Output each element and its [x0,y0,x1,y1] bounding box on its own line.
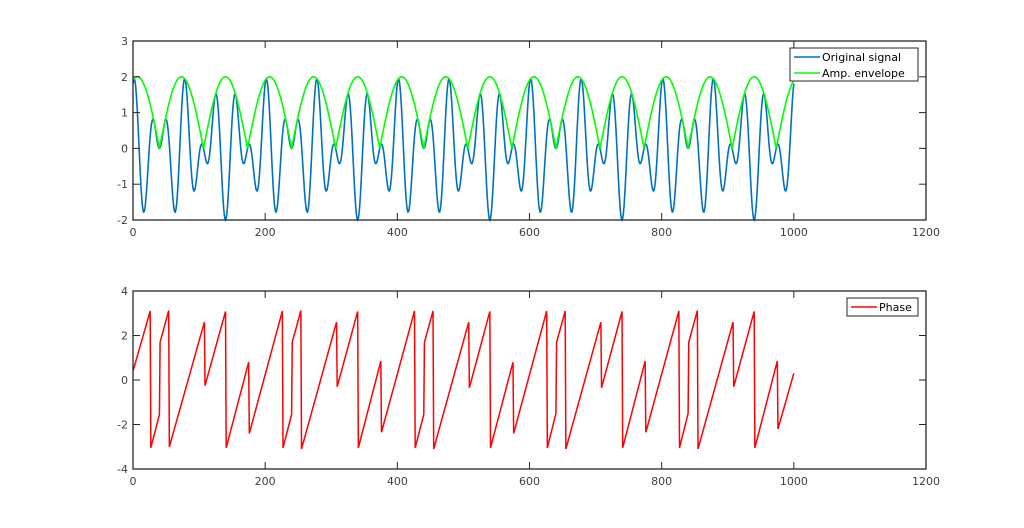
bottom-axes: 0 200 400 600 800 1000 1200 -4 -2 0 2 4 Phase [117,285,940,488]
legend-label-original-signal: Original signal [822,51,901,64]
y-tick-label: -2 [117,214,128,227]
legend-label-amp-envelope: Amp. envelope [822,67,905,80]
top-legend: Original signal Amp. envelope [789,47,919,82]
x-tick-label: 0 [130,475,137,488]
x-tick-label: 0 [130,226,137,239]
series-amp-envelope [132,75,795,150]
legend-label-phase: Phase [879,301,912,314]
x-tick-label: 400 [387,475,408,488]
y-tick-label: 2 [121,330,128,343]
y-tick-label: 1 [121,107,128,120]
x-tick-label: 1200 [912,226,940,239]
y-tick-label: 0 [121,374,128,387]
x-tick-label: 800 [651,226,672,239]
x-tick-label: 400 [387,226,408,239]
x-tick-label: 200 [255,226,276,239]
top-legend-box [789,47,919,82]
bottom-legend: Phase [846,297,919,317]
bottom-plot-lines [132,310,795,450]
x-tick-label: 600 [519,226,540,239]
y-tick-label: 2 [121,71,128,84]
series-phase [132,310,795,450]
x-tick-label: 600 [519,475,540,488]
y-tick-label: 4 [121,285,128,298]
top-axis-ticks: 0 200 400 600 800 1000 1200 -2 -1 0 1 2 3 [117,35,940,239]
bottom-axis-ticks: 0 200 400 600 800 1000 1200 -4 -2 0 2 4 [117,285,940,488]
y-tick-label: 3 [121,35,128,48]
top-axes: 0 200 400 600 800 1000 1200 -2 -1 0 1 2 3 Original s… [117,35,940,239]
y-tick-label: -4 [117,463,128,476]
bottom-plot-area [133,291,926,469]
x-tick-label: 1200 [912,475,940,488]
bottom-legend-box [846,297,919,317]
x-tick-label: 800 [651,475,672,488]
x-tick-label: 1000 [780,475,808,488]
y-tick-label: -2 [117,419,128,432]
top-plot-lines [132,75,795,223]
x-tick-label: 1000 [780,226,808,239]
y-tick-label: -1 [117,178,128,191]
x-tick-label: 200 [255,475,276,488]
y-tick-label: 0 [121,142,128,155]
